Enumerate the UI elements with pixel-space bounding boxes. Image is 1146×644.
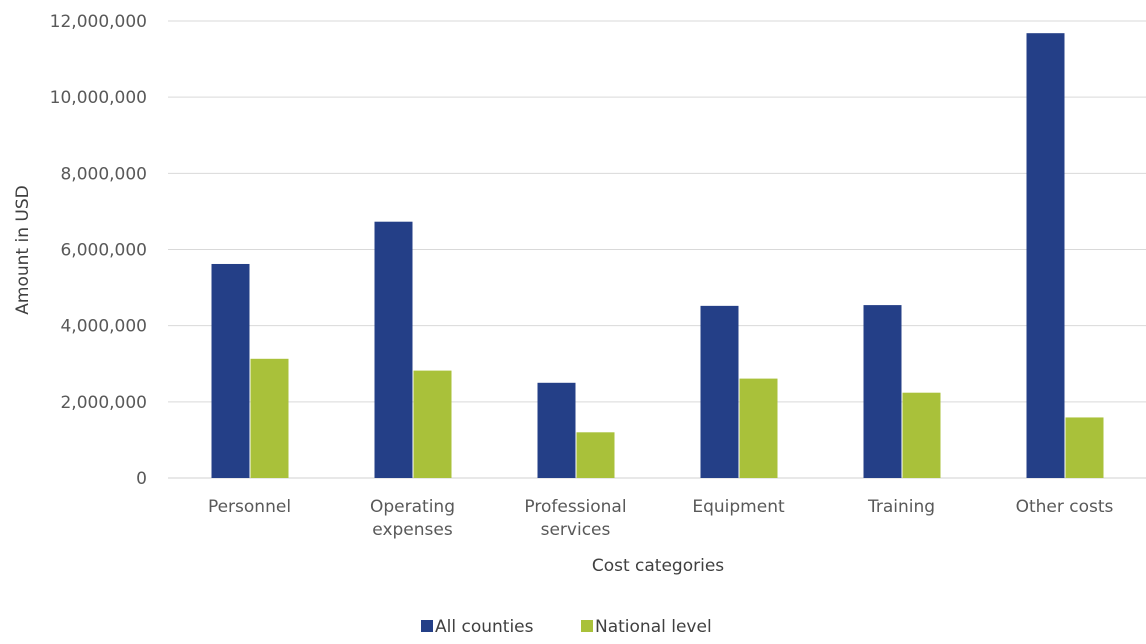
bar-national-level: [1065, 417, 1104, 478]
bars: [211, 33, 1104, 479]
bar-national-level: [576, 432, 615, 478]
legend: All counties National level: [421, 617, 712, 637]
y-tick-label: 4,000,000: [60, 317, 147, 337]
bar-all-counties: [537, 382, 576, 478]
bar-all-counties: [374, 221, 413, 479]
x-tick-label: Personnel: [208, 497, 291, 517]
x-tick-label: Professional: [524, 497, 626, 517]
y-tick-label: 6,000,000: [60, 241, 147, 261]
y-axis-ticks: 0 2,000,000 4,000,000 6,000,000 8,000,000 10,…: [50, 12, 147, 489]
legend-swatch: [421, 620, 433, 632]
x-tick-label: Operating: [370, 497, 455, 517]
bar-all-counties: [211, 263, 250, 478]
bar-all-counties: [700, 305, 739, 478]
bar-all-counties: [863, 305, 902, 478]
legend-swatch: [581, 620, 593, 632]
y-axis-title: Amount in USD: [13, 185, 33, 314]
x-tick-label: services: [541, 520, 611, 540]
x-tick-label: Other costs: [1016, 497, 1114, 517]
x-axis-title: Cost categories: [592, 556, 724, 576]
x-tick-label: Training: [867, 497, 935, 517]
gridlines: [168, 20, 1146, 479]
y-tick-label: 0: [136, 469, 147, 489]
y-tick-label: 8,000,000: [60, 164, 147, 184]
bar-national-level: [250, 358, 289, 478]
bar-national-level: [739, 378, 778, 478]
legend-label: All counties: [435, 617, 534, 637]
bar-all-counties: [1026, 33, 1065, 478]
y-tick-label: 10,000,000: [50, 88, 147, 108]
y-tick-label: 12,000,000: [50, 12, 147, 32]
x-tick-label: Equipment: [692, 497, 785, 517]
x-axis-ticks: Personnel Operating expenses Professional se…: [208, 497, 1114, 540]
bar-national-level: [413, 370, 452, 478]
x-tick-label: expenses: [372, 520, 453, 540]
legend-label: National level: [595, 617, 712, 637]
bar-national-level: [902, 392, 941, 478]
y-tick-label: 2,000,000: [60, 393, 147, 413]
